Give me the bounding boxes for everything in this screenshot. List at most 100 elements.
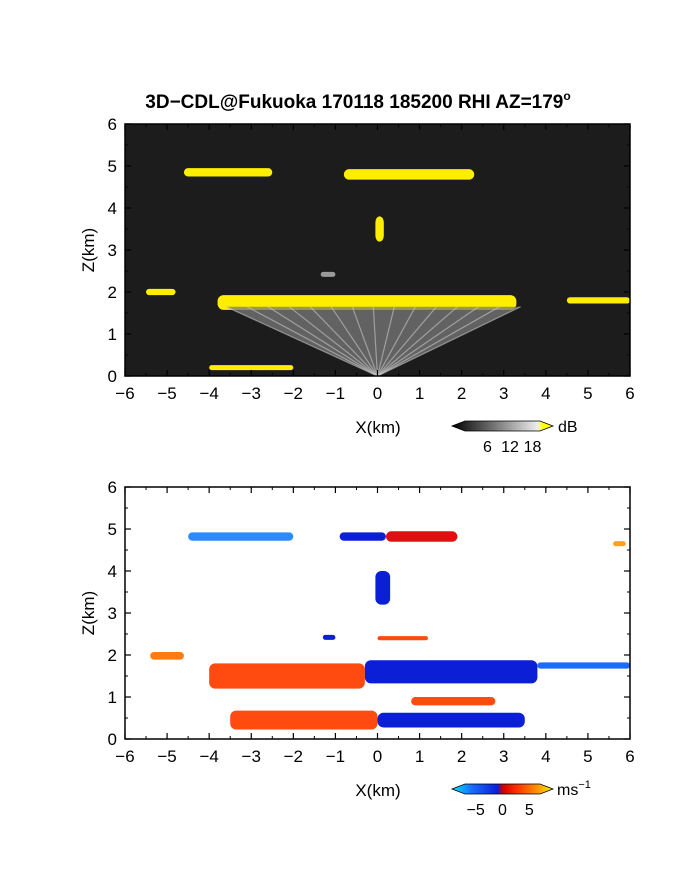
reflectivity-feature-6 [320, 271, 336, 277]
y-tick-label: 2 [108, 283, 117, 302]
y-tick-label: 0 [108, 367, 117, 386]
velocity-plot-area [125, 487, 630, 739]
x-tick-label: 3 [499, 384, 508, 403]
x-tick-label: 1 [415, 747, 424, 766]
x-tick-label: 2 [457, 384, 466, 403]
y-tick-label: 4 [108, 562, 117, 581]
x-tick-label: 6 [625, 747, 634, 766]
velocity-xlabel: X(km) [355, 781, 400, 800]
velocity-feature-4 [375, 571, 391, 605]
colorbar-tick-label: 12 [501, 439, 519, 456]
fan-ray [377, 306, 479, 376]
x-tick-label: −3 [242, 384, 261, 403]
velocity-feature-1 [188, 532, 294, 541]
fan-ray [288, 306, 378, 376]
fan-ray [246, 306, 378, 376]
y-tick-label: 3 [108, 241, 117, 260]
fan-ray [376, 306, 395, 376]
reflectivity-feature-0 [146, 288, 176, 296]
fan-ray [376, 306, 416, 376]
x-tick-label: −4 [199, 384, 218, 403]
velocity-feature-0 [150, 652, 184, 660]
velocity-colorbar-unit: ms−1 [557, 779, 591, 799]
y-tick-label: 1 [108, 325, 117, 344]
velocity-marks [150, 531, 630, 730]
reflectivity-marks [146, 168, 630, 376]
reflectivity-ylabel: Z(km) [79, 228, 98, 272]
velocity-panel: −6 −5 −4 −3 −2 −1 0 1 2 3 4 5 6 0 1 2 3 4 5 6 X(km) Z(km) m… [79, 478, 635, 819]
reflectivity-feature-1 [217, 295, 517, 310]
reflectivity-feature-5 [375, 216, 384, 242]
x-tick-label: −5 [157, 384, 176, 403]
reflectivity-colorbar: dB 6 12 18 [450, 419, 578, 456]
reflectivity-xlabel: X(km) [355, 418, 400, 437]
x-tick-label: −2 [284, 747, 303, 766]
x-tick-label: 3 [499, 747, 508, 766]
velocity-axes: −6 −5 −4 −3 −2 −1 0 1 2 3 4 5 6 0 1 2 3 4 5 6 [108, 478, 635, 766]
velocity-feature-7 [209, 663, 365, 689]
x-tick-label: 6 [625, 384, 634, 403]
velocity-colorbar: ms−1 −5 0 5 [450, 779, 591, 819]
x-tick-label: 0 [373, 384, 382, 403]
reflectivity-colorbar-unit: dB [558, 419, 578, 436]
fan-ray [377, 306, 521, 376]
x-tick-label: −4 [199, 747, 218, 766]
fan-ray [225, 306, 378, 376]
y-tick-label: 5 [108, 520, 117, 539]
colorbar-tick-label: 5 [525, 802, 534, 819]
velocity-feature-6 [377, 636, 428, 641]
x-tick-label: −6 [115, 384, 134, 403]
x-tick-label: 4 [541, 747, 550, 766]
velocity-feature-8 [364, 660, 538, 684]
velocity-feature-11 [377, 712, 525, 728]
fan-ray [372, 306, 379, 376]
x-tick-label: 2 [457, 747, 466, 766]
x-tick-label: −6 [115, 747, 134, 766]
velocity-feature-9 [537, 662, 630, 669]
fan-ray [267, 306, 378, 376]
x-tick-label: −1 [326, 384, 345, 403]
reflectivity-fan-8 [226, 306, 521, 376]
y-tick-label: 0 [108, 730, 117, 749]
velocity-ylabel: Z(km) [79, 591, 98, 635]
y-tick-label: 3 [108, 604, 117, 623]
colorbar-tick-label: 6 [483, 439, 492, 456]
x-tick-label: −5 [157, 747, 176, 766]
velocity-feature-13 [613, 541, 626, 547]
x-tick-label: 1 [415, 384, 424, 403]
x-tick-label: 5 [583, 747, 592, 766]
fan-ray [377, 306, 500, 376]
y-tick-label: 6 [108, 115, 117, 134]
y-tick-label: 1 [108, 688, 117, 707]
colorbar-tick-label: 0 [498, 802, 507, 819]
y-tick-label: 2 [108, 646, 117, 665]
x-tick-label: −1 [326, 747, 345, 766]
x-tick-label: 4 [541, 384, 550, 403]
y-tick-label: 5 [108, 157, 117, 176]
fan-ray [377, 306, 437, 376]
fan-ray [351, 306, 379, 376]
velocity-feature-5 [322, 634, 336, 640]
x-tick-label: −3 [242, 747, 261, 766]
reflectivity-feature-7 [209, 365, 294, 371]
fan-ray [377, 306, 458, 376]
fan-ray [309, 306, 378, 376]
x-tick-label: −2 [284, 384, 303, 403]
colorbar-tick-label: −5 [467, 802, 485, 819]
reflectivity-feature-4 [343, 169, 475, 180]
reflectivity-feature-2 [566, 297, 630, 304]
y-tick-label: 6 [108, 478, 117, 497]
y-tick-label: 4 [108, 199, 117, 218]
reflectivity-feature-3 [183, 168, 273, 177]
chart-title: 3D−CDL@Fukuoka 170118 185200 RHI AZ=179o [145, 89, 570, 113]
velocity-feature-12 [411, 697, 496, 706]
x-tick-label: 5 [583, 384, 592, 403]
x-tick-label: 0 [373, 747, 382, 766]
reflectivity-axes: −6 −5 −4 −3 −2 −1 0 1 2 3 4 5 6 0 1 2 3 4 5 6 [108, 115, 635, 403]
colorbar-tick-label: 18 [524, 439, 542, 456]
velocity-feature-2 [339, 532, 386, 541]
fan-ray [330, 306, 378, 376]
velocity-feature-3 [385, 531, 458, 542]
